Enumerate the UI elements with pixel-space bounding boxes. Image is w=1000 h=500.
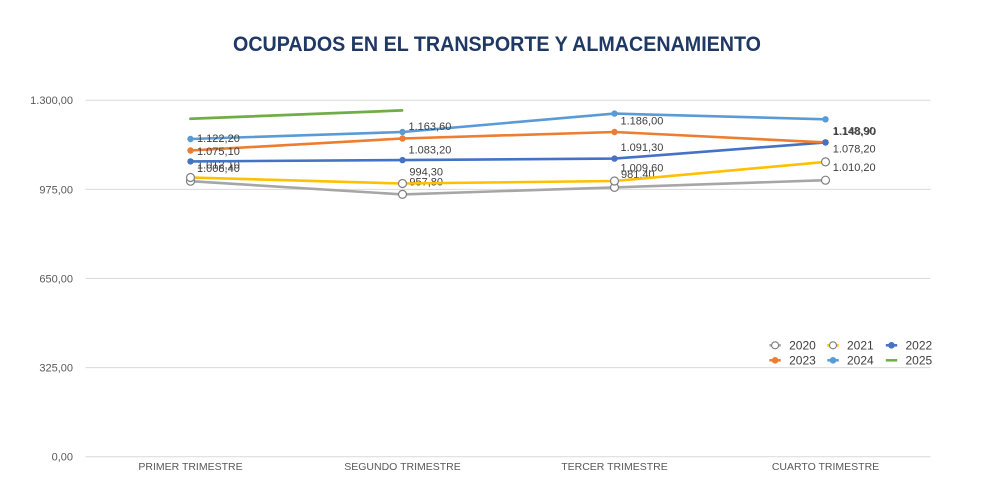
svg-text:1.091,30: 1.091,30 [621, 142, 664, 154]
svg-text:1.083,20: 1.083,20 [409, 144, 452, 156]
svg-text:1.122,20: 1.122,20 [197, 133, 240, 145]
svg-text:1.010,20: 1.010,20 [833, 162, 876, 174]
svg-text:TERCER TRIMESTRE: TERCER TRIMESTRE [561, 461, 668, 473]
svg-text:2023: 2023 [789, 354, 816, 368]
svg-text:2025: 2025 [906, 354, 933, 368]
svg-text:1.300,00: 1.300,00 [30, 95, 73, 107]
svg-text:OCUPADOS EN EL TRANSPORTE Y AL: OCUPADOS EN EL TRANSPORTE Y ALMACENAMIEN… [233, 32, 761, 56]
svg-text:1.008,40: 1.008,40 [197, 163, 240, 175]
svg-text:0,00: 0,00 [52, 452, 73, 464]
svg-text:PRIMER TRIMESTRE: PRIMER TRIMESTRE [138, 461, 242, 473]
svg-text:325,00: 325,00 [39, 363, 73, 375]
svg-text:1.075,10: 1.075,10 [197, 146, 240, 158]
svg-text:975,00: 975,00 [39, 184, 73, 196]
svg-text:1.148,90: 1.148,90 [833, 126, 876, 138]
svg-text:2021: 2021 [847, 339, 874, 353]
svg-text:2024: 2024 [847, 354, 874, 368]
svg-text:1.186,00: 1.186,00 [621, 116, 664, 128]
svg-text:2022: 2022 [906, 339, 933, 353]
svg-text:2020: 2020 [789, 339, 816, 353]
svg-text:1.163,60: 1.163,60 [409, 121, 452, 133]
svg-text:650,00: 650,00 [39, 273, 73, 285]
svg-text:SEGUNDO TRIMESTRE: SEGUNDO TRIMESTRE [344, 461, 460, 473]
svg-text:1.148,90: 1.148,90 [833, 126, 876, 138]
svg-text:CUARTO TRIMESTRE: CUARTO TRIMESTRE [772, 461, 879, 473]
svg-text:1.012,10: 1.012,10 [197, 160, 240, 172]
svg-text:1.078,20: 1.078,20 [833, 143, 876, 155]
svg-text:994,30: 994,30 [409, 167, 443, 179]
svg-text:1.009,60: 1.009,60 [621, 162, 664, 174]
